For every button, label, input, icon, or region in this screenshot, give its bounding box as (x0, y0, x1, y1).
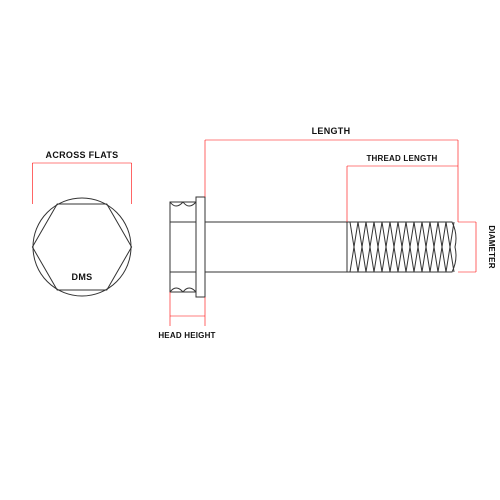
dim-diameter: DIAMETER (458, 222, 496, 272)
head-side (170, 202, 196, 292)
label-diameter: DIAMETER (487, 225, 496, 268)
label-thread-length: THREAD LENGTH (366, 154, 437, 163)
bolt-side-view (170, 197, 456, 297)
dim-thread-length: THREAD LENGTH (347, 154, 458, 222)
label-dms: DMS (72, 272, 93, 282)
shank (205, 222, 347, 272)
label-length: LENGTH (312, 126, 351, 136)
dim-length: LENGTH (205, 126, 458, 222)
bolt-diagram: ACROSS FLATS DMS (0, 0, 500, 500)
washer (196, 197, 205, 297)
label-across-flats: ACROSS FLATS (46, 150, 119, 160)
dim-head-height: HEAD HEIGHT (158, 292, 215, 340)
dim-across-flats: ACROSS FLATS (32, 150, 131, 204)
label-head-height: HEAD HEIGHT (158, 331, 215, 340)
